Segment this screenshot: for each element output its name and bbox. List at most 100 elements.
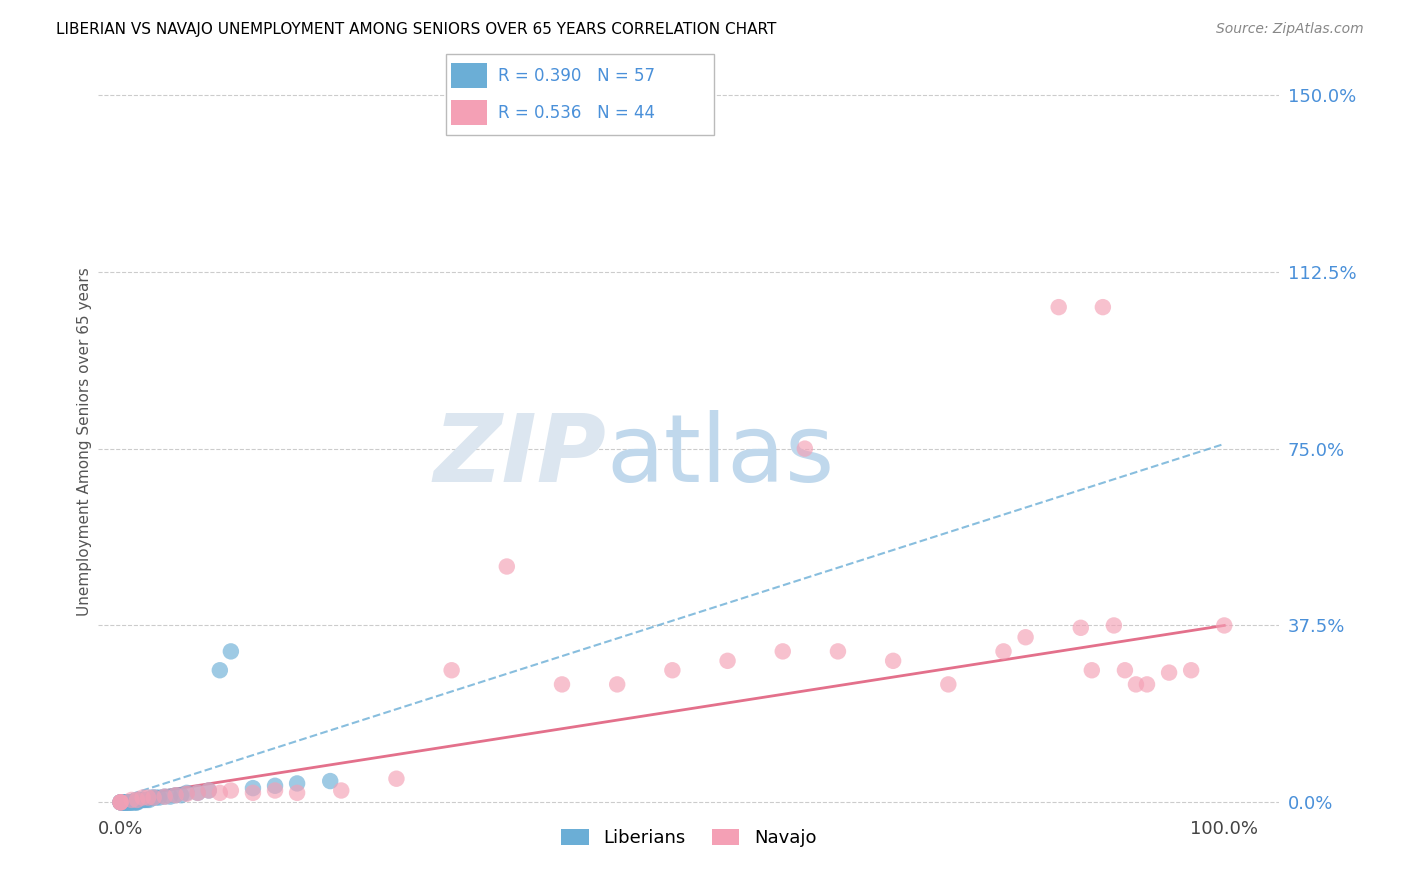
Point (117, 795, 139, 809)
Point (827, 644, 849, 658)
Point (1070, 621, 1092, 635)
Legend: Liberians, Navajo: Liberians, Navajo (554, 822, 824, 855)
Point (242, 781, 264, 796)
Point (131, 793, 153, 807)
Point (330, 783, 353, 797)
Point (285, 776, 308, 790)
Point (121, 795, 143, 809)
Point (111, 795, 134, 809)
Point (120, 795, 142, 809)
Point (148, 790, 170, 805)
Point (1014, 630, 1036, 644)
Point (142, 790, 165, 805)
Point (125, 795, 148, 809)
Point (110, 795, 132, 809)
Point (125, 795, 148, 809)
Point (129, 793, 152, 807)
Point (153, 789, 176, 804)
Point (117, 795, 139, 809)
Point (1213, 618, 1236, 632)
Text: atlas: atlas (606, 410, 835, 502)
Point (118, 795, 141, 809)
FancyBboxPatch shape (446, 54, 714, 135)
Point (136, 790, 159, 805)
Point (285, 786, 308, 800)
Point (112, 795, 135, 809)
Point (440, 663, 463, 677)
Point (153, 789, 176, 804)
Point (111, 795, 134, 809)
Point (495, 559, 517, 574)
Point (138, 793, 160, 807)
Point (110, 795, 132, 809)
Point (1114, 663, 1136, 677)
Point (115, 795, 138, 809)
Text: R = 0.536   N = 44: R = 0.536 N = 44 (498, 103, 655, 121)
Point (114, 795, 136, 809)
Point (219, 644, 242, 658)
Point (936, 677, 959, 691)
Point (170, 788, 193, 802)
Point (159, 789, 181, 804)
Point (131, 790, 153, 805)
Point (187, 786, 209, 800)
Point (110, 795, 132, 809)
Point (136, 793, 159, 807)
Point (242, 786, 264, 800)
Text: R = 0.390   N = 57: R = 0.390 N = 57 (498, 67, 655, 85)
Point (121, 795, 143, 809)
Point (115, 795, 138, 809)
Point (125, 793, 148, 807)
Point (551, 677, 574, 691)
FancyBboxPatch shape (451, 100, 486, 125)
Point (110, 795, 132, 809)
Point (793, 442, 815, 456)
Point (110, 795, 132, 809)
Point (1180, 663, 1202, 677)
Point (1047, 300, 1070, 314)
Point (1157, 665, 1180, 680)
Point (176, 787, 198, 801)
Text: ZIP: ZIP (433, 410, 606, 502)
FancyBboxPatch shape (451, 63, 486, 88)
Point (1102, 618, 1125, 632)
Point (131, 793, 153, 807)
Y-axis label: Unemployment Among Seniors over 65 years: Unemployment Among Seniors over 65 years (77, 268, 91, 615)
Point (165, 788, 187, 802)
Point (112, 795, 135, 809)
Point (145, 790, 167, 805)
Point (772, 644, 794, 658)
Point (128, 793, 150, 807)
Point (110, 795, 132, 809)
Point (1136, 677, 1159, 691)
Point (110, 795, 132, 809)
Point (115, 795, 138, 809)
Point (208, 663, 231, 677)
Point (1081, 663, 1104, 677)
Point (319, 774, 342, 789)
Point (115, 795, 138, 809)
Point (208, 786, 231, 800)
Point (127, 793, 149, 807)
Point (110, 795, 132, 809)
Point (176, 786, 198, 800)
Point (118, 795, 141, 809)
Point (993, 644, 1015, 658)
Point (121, 793, 143, 807)
Text: Source: ZipAtlas.com: Source: ZipAtlas.com (1216, 22, 1364, 37)
Point (124, 795, 146, 809)
Point (219, 783, 242, 797)
Point (661, 663, 683, 677)
Point (165, 788, 187, 802)
Point (198, 783, 221, 797)
Point (882, 654, 904, 668)
Point (198, 783, 221, 797)
Point (121, 795, 143, 809)
Point (1125, 677, 1147, 691)
Point (606, 677, 628, 691)
Point (115, 795, 138, 809)
Point (141, 790, 163, 805)
Point (264, 783, 287, 797)
Point (125, 795, 148, 809)
Point (122, 795, 145, 809)
